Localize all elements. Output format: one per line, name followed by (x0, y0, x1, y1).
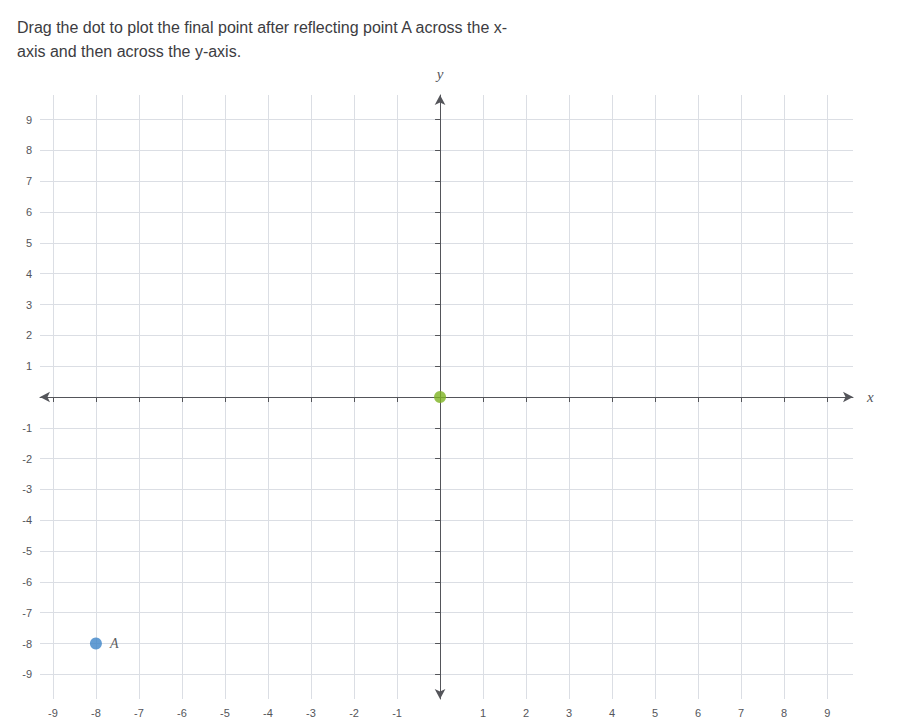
svg-text:A: A (109, 636, 119, 651)
svg-text:-8: -8 (91, 707, 101, 719)
svg-text:-8: -8 (22, 638, 32, 650)
svg-text:5: 5 (652, 707, 658, 719)
svg-text:-2: -2 (22, 453, 32, 465)
svg-text:-3: -3 (22, 483, 32, 495)
svg-text:-9: -9 (22, 668, 32, 680)
svg-text:-1: -1 (392, 707, 402, 719)
svg-text:-2: -2 (349, 707, 359, 719)
svg-text:x: x (866, 389, 874, 405)
svg-text:5: 5 (26, 237, 32, 249)
svg-text:y: y (435, 66, 444, 82)
svg-text:6: 6 (695, 707, 701, 719)
svg-text:1: 1 (480, 707, 486, 719)
svg-text:2: 2 (523, 707, 529, 719)
svg-text:-6: -6 (177, 707, 187, 719)
svg-text:9: 9 (824, 707, 830, 719)
svg-text:-7: -7 (134, 707, 144, 719)
svg-text:axis and then across the y-axi: axis and then across the y-axis. (17, 43, 241, 60)
svg-text:8: 8 (781, 707, 787, 719)
svg-text:-6: -6 (22, 576, 32, 588)
svg-text:7: 7 (738, 707, 744, 719)
svg-text:1: 1 (26, 360, 32, 372)
svg-text:6: 6 (26, 206, 32, 218)
svg-text:4: 4 (26, 268, 32, 280)
svg-text:Drag the dot to plot the final: Drag the dot to plot the final point aft… (17, 19, 507, 36)
svg-text:-5: -5 (22, 545, 32, 557)
svg-text:-7: -7 (22, 607, 32, 619)
svg-text:7: 7 (26, 175, 32, 187)
svg-text:-9: -9 (48, 707, 58, 719)
svg-text:2: 2 (26, 329, 32, 341)
svg-text:-5: -5 (220, 707, 230, 719)
svg-text:-4: -4 (263, 707, 273, 719)
svg-text:-1: -1 (22, 422, 32, 434)
svg-text:-4: -4 (22, 514, 32, 526)
svg-text:3: 3 (566, 707, 572, 719)
svg-text:3: 3 (26, 299, 32, 311)
svg-text:-3: -3 (306, 707, 316, 719)
svg-text:4: 4 (609, 707, 615, 719)
svg-text:9: 9 (26, 114, 32, 126)
svg-text:8: 8 (26, 144, 32, 156)
